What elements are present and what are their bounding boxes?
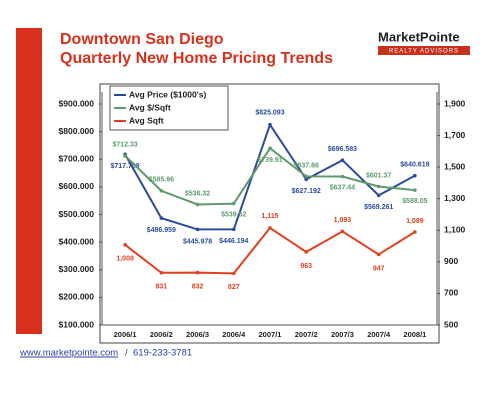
point (304, 250, 309, 254)
point (340, 174, 345, 179)
data-label: $627.192 (292, 188, 321, 195)
point (268, 122, 272, 127)
x-tick-label: 2006/3 (186, 330, 209, 339)
point (376, 184, 381, 189)
y-tick-label: $900.000 (59, 98, 95, 108)
legend-label: Avg Price ($1000's) (129, 89, 206, 99)
x-tick-label: 2006/2 (150, 330, 173, 339)
data-label: $825.093 (255, 110, 284, 117)
y2-tick-label: 1,900 (444, 98, 466, 108)
data-label: $588.05 (402, 198, 427, 205)
data-label: $539.52 (221, 211, 246, 218)
x-tick-label: 2008/1 (403, 330, 426, 339)
y-tick-label: $100.000 (59, 319, 95, 329)
y-tick-label: $300.000 (59, 264, 95, 274)
series-line (124, 226, 416, 275)
y2-tick-label: 1,300 (444, 193, 466, 203)
data-label: $640.619 (400, 161, 429, 168)
data-label: $696.583 (328, 146, 357, 153)
point (304, 174, 309, 179)
data-label: $712.33 (112, 142, 137, 149)
legend-label: Avg $/Sqft (129, 102, 171, 112)
x-tick-label: 2007/2 (295, 330, 318, 339)
data-label: $536.32 (185, 190, 210, 197)
footer-separator: / (125, 348, 128, 359)
y-tick-label: $600.000 (59, 181, 95, 191)
legend-box (109, 85, 229, 131)
data-label: $637.88 (294, 162, 319, 169)
point (195, 227, 200, 232)
y2-tick-label: 1,100 (444, 225, 466, 235)
point (231, 201, 236, 206)
y-tick-label: $400.000 (59, 236, 95, 246)
data-label: $585.96 (149, 177, 174, 184)
accent-bar (16, 28, 42, 334)
footer-url[interactable]: www.marketpointe.com (19, 348, 118, 359)
title: Downtown San Diego (60, 31, 224, 48)
footer-phone: 619-233-3781 (133, 348, 192, 359)
logo-tagline: REALTY ADVISORS (389, 49, 459, 55)
logo-band (378, 46, 470, 55)
point (123, 154, 127, 158)
y2-tick-label: 1,500 (444, 161, 466, 171)
data-label: $446.194 (219, 238, 248, 245)
data-label: $739.91 (257, 157, 282, 164)
point (413, 188, 417, 192)
data-label: 832 (192, 283, 204, 290)
y-tick-label: $700.000 (59, 154, 95, 164)
title: Quarterly New Home Pricing Trends (60, 50, 333, 67)
point (376, 252, 381, 257)
data-label: 827 (228, 284, 240, 291)
plot-frame (99, 83, 440, 344)
data-label: $601.37 (366, 172, 391, 179)
point (340, 158, 345, 162)
y-tick-label: $200.000 (59, 292, 95, 302)
data-label: 1,093 (334, 217, 352, 224)
data-label: 1,115 (261, 213, 278, 220)
data-label: $637.44 (330, 184, 355, 191)
x-tick-label: 2006/1 (114, 330, 137, 339)
point (304, 177, 309, 182)
y-tick-label: $500.000 (59, 209, 95, 219)
legend-label: Avg Sqft (129, 115, 164, 125)
logo: MarketPointe (378, 29, 460, 44)
x-tick-label: 2007/4 (367, 330, 391, 339)
point (159, 216, 164, 220)
data-label: 1,089 (406, 218, 424, 225)
point (376, 193, 381, 198)
x-tick-label: 2007/1 (259, 330, 282, 339)
data-label: 963 (300, 263, 312, 270)
point (195, 270, 200, 275)
data-label: $569.261 (364, 204, 393, 211)
point (231, 227, 236, 232)
point (340, 229, 345, 234)
data-label: 947 (373, 265, 385, 272)
point (268, 146, 272, 151)
point (159, 270, 164, 275)
y2-tick-label: 500 (444, 319, 458, 329)
y2-tick-label: 700 (444, 288, 458, 298)
point (123, 243, 127, 247)
point (231, 271, 236, 276)
point (268, 226, 272, 230)
data-label: 831 (155, 284, 167, 291)
point (159, 188, 164, 193)
point (413, 230, 417, 234)
y2-tick-label: 1,700 (444, 130, 466, 140)
x-tick-label: 2006/4 (222, 330, 246, 339)
y2-tick-label: 900 (444, 256, 458, 266)
point (195, 202, 200, 207)
data-label: 1,008 (116, 256, 134, 263)
data-label: $486.959 (147, 227, 176, 234)
y-tick-label: $800.000 (59, 126, 95, 136)
data-label: $717.708 (111, 163, 140, 170)
x-tick-label: 2007/3 (331, 330, 354, 339)
point (413, 173, 417, 178)
data-label: $445.978 (183, 238, 212, 245)
